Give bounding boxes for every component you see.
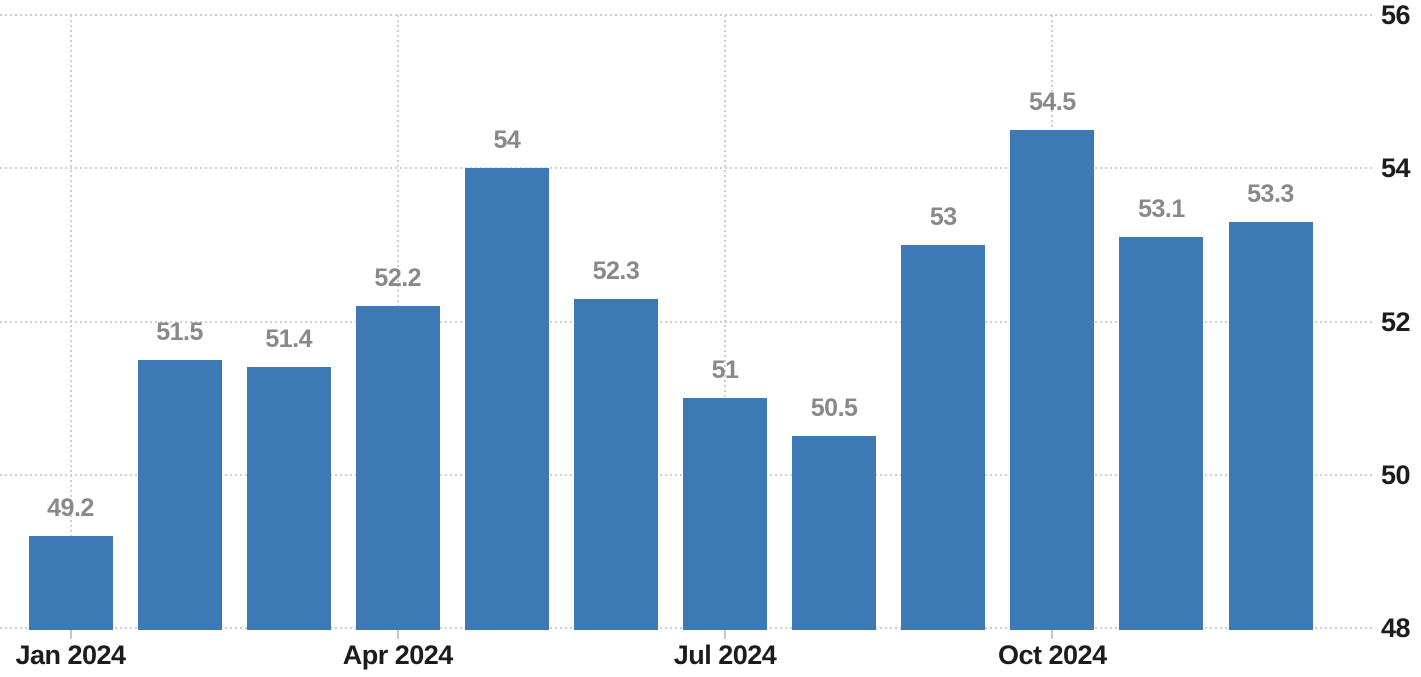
y-gridline (0, 320, 1375, 323)
bar-value-label: 52.2 (374, 264, 422, 293)
bar-value-label: 53 (929, 202, 957, 231)
bar-value-label: 54 (493, 126, 521, 155)
y-axis-tick-label: 54 (1381, 153, 1411, 184)
y-axis-tick-label: 56 (1381, 0, 1411, 30)
bar-jul-2024[interactable] (683, 398, 768, 630)
bar-value-label: 54.5 (1028, 87, 1076, 116)
bar-value-label: 51 (711, 356, 739, 385)
x-axis-tick-label: Apr 2024 (342, 640, 454, 670)
bar-jan-2024[interactable] (28, 536, 113, 630)
bar-sep-2024[interactable] (901, 244, 986, 630)
x-axis-tick (396, 628, 399, 639)
bar-aug-2024[interactable] (792, 436, 877, 630)
y-gridline (0, 14, 1375, 16)
bar-value-label: 52.3 (592, 256, 640, 285)
bar-may-2024[interactable] (464, 168, 549, 630)
bar-value-label: 53.3 (1247, 179, 1294, 208)
bar-jun-2024[interactable] (573, 298, 658, 630)
x-axis-tick (1051, 628, 1054, 639)
bar-mar-2024[interactable] (246, 367, 331, 630)
bar-dec-2024[interactable] (1228, 221, 1313, 630)
x-axis-tick (69, 628, 72, 639)
bar-feb-2024[interactable] (137, 359, 222, 630)
bar-value-label: 49.2 (47, 494, 94, 523)
x-axis-tick-label: Oct 2024 (998, 640, 1107, 670)
y-axis-tick-label: 50 (1381, 459, 1411, 490)
x-axis-tick-label: Jan 2024 (15, 640, 126, 670)
bar-oct-2024[interactable] (1010, 129, 1095, 630)
x-axis-tick-label: Jul 2024 (673, 640, 777, 670)
bar-value-label: 53.1 (1138, 195, 1185, 224)
bar-value-label: 51.5 (156, 317, 203, 346)
x-gridline (69, 15, 72, 628)
y-axis-tick-label: 48 (1381, 613, 1411, 643)
x-axis-tick (724, 628, 727, 639)
bar-nov-2024[interactable] (1119, 237, 1204, 630)
x-gridline (724, 15, 727, 628)
y-gridline (0, 167, 1375, 170)
bar-value-label: 50.5 (810, 394, 858, 423)
y-axis-tick-label: 52 (1381, 306, 1411, 337)
bar-apr-2024[interactable] (355, 306, 440, 630)
bar-value-label: 51.4 (265, 325, 312, 354)
